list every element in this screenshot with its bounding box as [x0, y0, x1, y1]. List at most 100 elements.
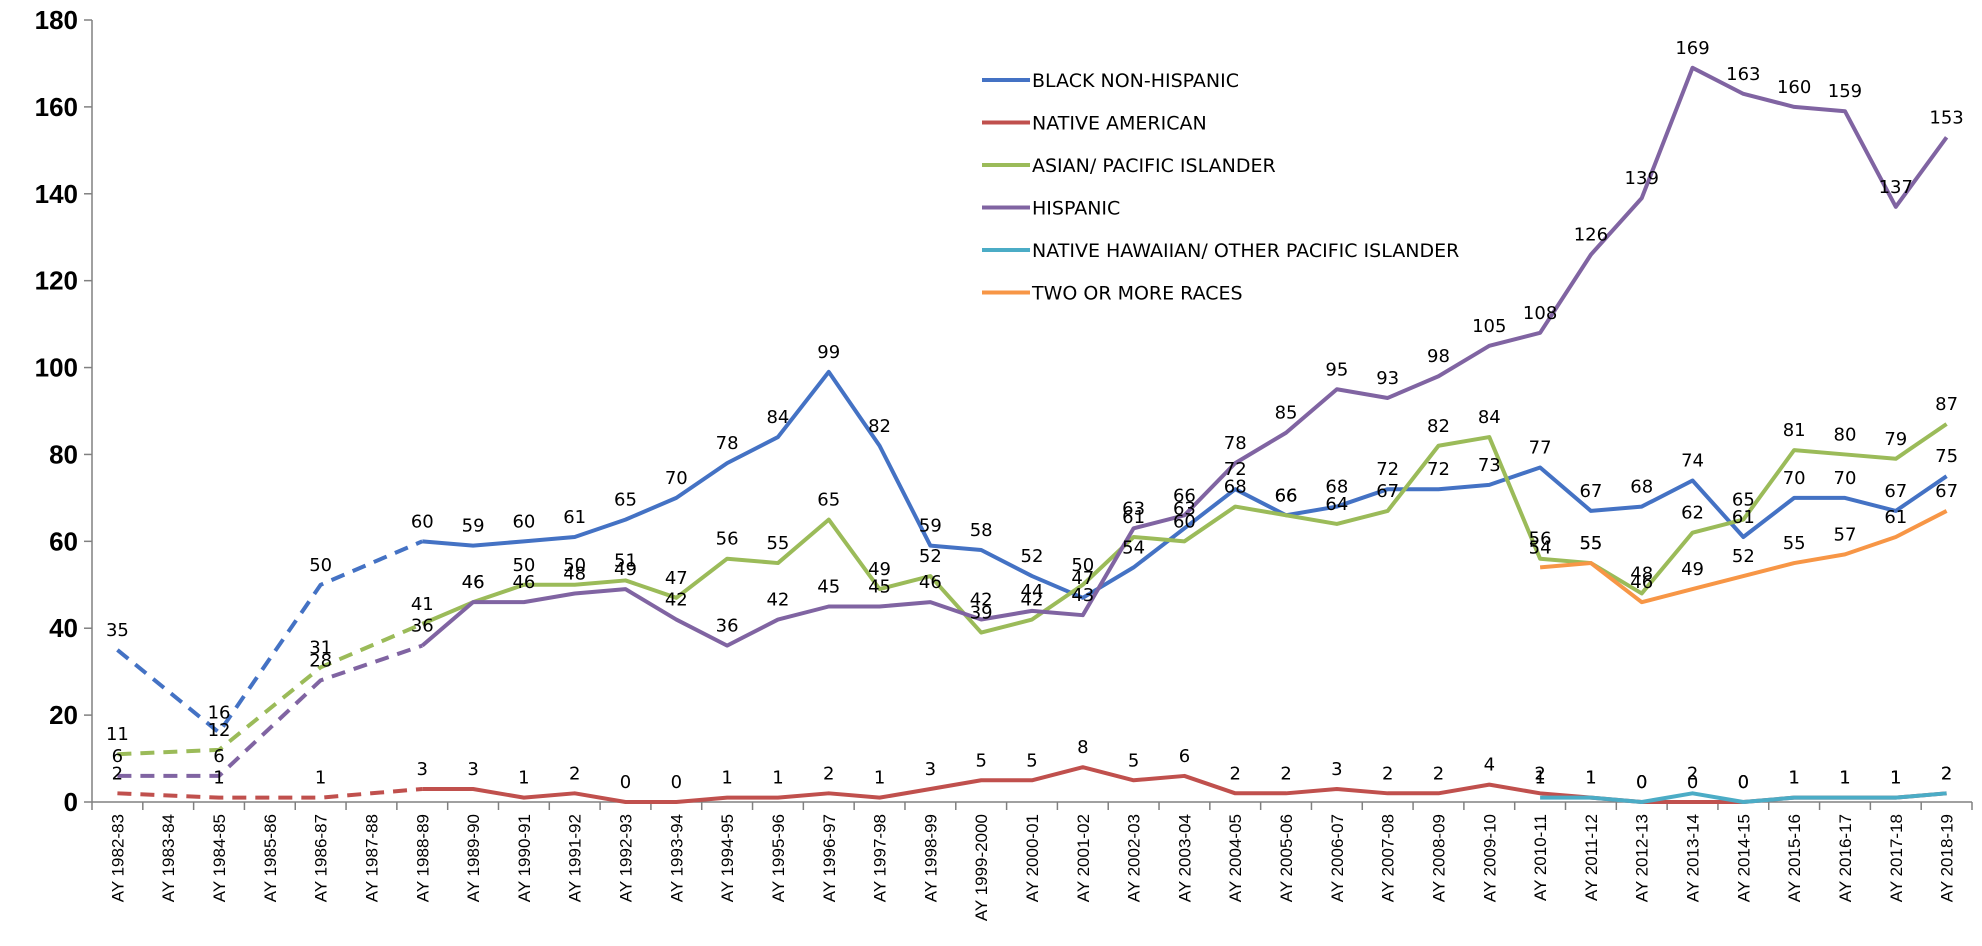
data-label-native-american: 6: [1179, 746, 1190, 767]
data-label-native-hawaiian-other-pacific-islander: 2: [1687, 763, 1698, 784]
data-label-black-non-hispanic: 59: [919, 516, 942, 537]
data-label-hispanic: 159: [1828, 81, 1862, 102]
data-label-native-american: 1: [1585, 768, 1596, 789]
x-tick-label: AY 1991-92: [566, 814, 585, 902]
y-tick-label: 0: [64, 787, 78, 817]
x-tick-label: AY 1984-85: [210, 814, 229, 902]
x-tick-label: AY 1986-87: [312, 814, 331, 902]
data-label-black-non-hispanic: 74: [1681, 451, 1704, 472]
data-label-hispanic: 126: [1574, 225, 1608, 246]
data-label-black-non-hispanic: 61: [1732, 507, 1755, 528]
data-label-native-american: 0: [1738, 772, 1749, 793]
x-tick-label: AY 2005-06: [1277, 814, 1296, 902]
data-label-asian-pacific-islander: 41: [411, 594, 434, 615]
data-label-black-non-hispanic: 68: [1630, 477, 1653, 498]
data-label-native-american: 5: [975, 750, 986, 771]
data-label-native-hawaiian-other-pacific-islander: 1: [1788, 768, 1799, 789]
data-label-native-hawaiian-other-pacific-islander: 2: [1941, 763, 1952, 784]
data-label-native-american: 3: [1331, 759, 1342, 780]
data-label-asian-pacific-islander: 55: [766, 533, 789, 554]
data-label-asian-pacific-islander: 82: [1427, 416, 1450, 437]
data-label-two-or-more-races: 55: [1783, 533, 1806, 554]
series-line-dashed-asian-pacific-islander: [117, 622, 424, 757]
data-label-black-non-hispanic: 60: [411, 511, 434, 532]
x-tick-label: AY 1985-86: [261, 814, 280, 902]
data-label-hispanic: 95: [1325, 359, 1348, 380]
x-tick-label: AY 1990-91: [515, 814, 534, 902]
data-label-hispanic: 6: [213, 746, 224, 767]
y-tick-label: 60: [49, 526, 78, 556]
data-label-black-non-hispanic: 63: [1173, 498, 1196, 519]
x-tick-label: AY 2014-15: [1734, 814, 1753, 902]
x-tick-label: AY 2009-10: [1480, 814, 1499, 902]
x-tick-label: AY 1996-97: [820, 814, 839, 902]
data-label-asian-pacific-islander: 64: [1325, 494, 1348, 515]
data-label-asian-pacific-islander: 55: [1579, 533, 1602, 554]
x-tick-label: AY 2008-09: [1429, 814, 1448, 902]
x-tick-label: AY 1998-99: [921, 814, 940, 902]
data-label-black-non-hispanic: 47: [1071, 568, 1094, 589]
x-tick-label: AY 1987-88: [362, 814, 381, 902]
data-label-asian-pacific-islander: 62: [1681, 503, 1704, 524]
data-label-hispanic: 46: [462, 572, 485, 593]
data-label-black-non-hispanic: 52: [1021, 546, 1044, 567]
data-label-hispanic: 85: [1275, 403, 1298, 424]
x-tick-label: AY 1983-84: [159, 814, 178, 902]
x-tick-label: AY 2000-01: [1023, 814, 1042, 902]
data-label-asian-pacific-islander: 50: [512, 555, 535, 576]
data-label-black-non-hispanic: 78: [716, 433, 739, 454]
y-ticks: 0 20 40 60 80 100 120 140 160 180: [35, 5, 92, 817]
data-label-native-american: 2: [1534, 763, 1545, 784]
data-label-native-american: 5: [1026, 750, 1037, 771]
data-label-hispanic: 45: [817, 577, 840, 598]
y-tick-label: 100: [35, 353, 78, 383]
data-label-native-american: 0: [620, 772, 631, 793]
data-label-asian-pacific-islander: 47: [665, 568, 688, 589]
series-line-dashed-native-american: [117, 786, 423, 800]
data-label-native-american: 0: [1687, 772, 1698, 793]
series-line-two-or-more-races: [1539, 509, 1948, 605]
data-label-asian-pacific-islander: 12: [208, 720, 231, 741]
data-label-black-non-hispanic: 67: [1884, 481, 1907, 502]
data-label-asian-pacific-islander: 50: [563, 555, 586, 576]
data-label-native-hawaiian-other-pacific-islander: 0: [1636, 772, 1647, 793]
x-tick-label: AY 2001-02: [1074, 814, 1093, 902]
x-tick-label: AY 1988-89: [413, 814, 432, 902]
x-tick-label: AY 2010-11: [1531, 814, 1550, 901]
data-label-black-non-hispanic: 75: [1935, 446, 1958, 467]
data-label-black-non-hispanic: 16: [208, 702, 231, 723]
x-tick-label: AY 2015-16: [1785, 814, 1804, 902]
legend-label-native-american: NATIVE AMERICAN: [1032, 113, 1207, 135]
data-label-native-american: 1: [1839, 768, 1850, 789]
data-label-black-non-hispanic: 73: [1478, 455, 1501, 476]
x-tick-label: AY 2004-05: [1226, 814, 1245, 902]
data-label-native-american: 3: [467, 759, 478, 780]
data-label-black-non-hispanic: 67: [1579, 481, 1602, 502]
data-label-two-or-more-races: 49: [1681, 559, 1704, 580]
data-label-hispanic: 36: [716, 616, 739, 637]
series-line-dashed-black-non-hispanic: [116, 539, 424, 735]
data-label-black-non-hispanic: 61: [563, 507, 586, 528]
data-label-black-non-hispanic: 84: [766, 407, 789, 428]
data-label-asian-pacific-islander: 81: [1783, 420, 1806, 441]
axes: [91, 20, 1972, 803]
y-tick-label: 20: [49, 700, 78, 730]
data-label-asian-pacific-islander: 51: [614, 550, 637, 571]
data-label-hispanic: 163: [1726, 64, 1760, 85]
data-label-native-american: 2: [1382, 763, 1393, 784]
data-label-hispanic: 42: [970, 590, 993, 611]
data-label-hispanic: 63: [1122, 498, 1145, 519]
data-label-asian-pacific-islander: 67: [1376, 481, 1399, 502]
data-label-two-or-more-races: 46: [1630, 572, 1653, 593]
data-label-asian-pacific-islander: 31: [309, 637, 332, 658]
data-label-black-non-hispanic: 54: [1122, 537, 1145, 558]
data-label-black-non-hispanic: 68: [1325, 477, 1348, 498]
data-label-asian-pacific-islander: 56: [1529, 529, 1552, 550]
data-label-asian-pacific-islander: 49: [868, 559, 891, 580]
data-label-two-or-more-races: 61: [1884, 507, 1907, 528]
data-label-hispanic: 46: [919, 572, 942, 593]
legend-label-hispanic: HISPANIC: [1032, 198, 1120, 220]
data-label-hispanic: 139: [1625, 168, 1659, 189]
series-line-asian-pacific-islander: [421, 422, 1948, 635]
data-label-asian-pacific-islander: 68: [1224, 477, 1247, 498]
